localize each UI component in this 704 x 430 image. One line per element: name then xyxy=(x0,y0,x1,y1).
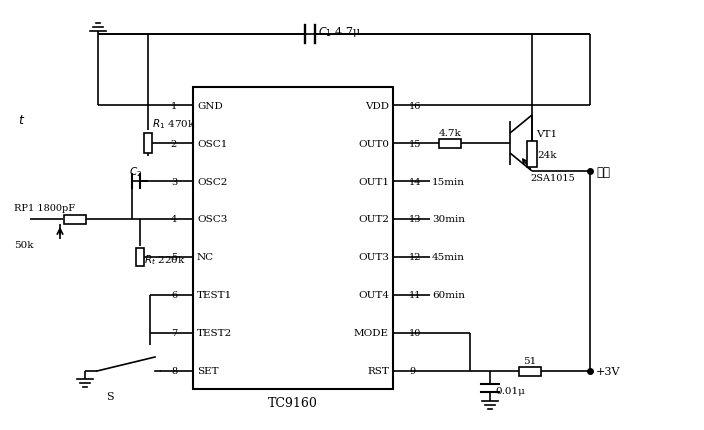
Text: 15min: 15min xyxy=(432,177,465,186)
Text: 51: 51 xyxy=(523,356,536,365)
Bar xyxy=(439,139,461,148)
Text: $R_t$ 220k: $R_t$ 220k xyxy=(144,252,186,266)
Text: 9: 9 xyxy=(409,367,415,376)
Text: 8: 8 xyxy=(171,367,177,376)
Text: TEST2: TEST2 xyxy=(197,329,232,338)
Text: S: S xyxy=(106,391,114,401)
Text: RP1 1800pF: RP1 1800pF xyxy=(14,203,75,212)
Text: 16: 16 xyxy=(409,101,422,110)
Text: OUT0: OUT0 xyxy=(358,139,389,148)
Text: 4.7k: 4.7k xyxy=(439,128,461,137)
Text: 2SA1015: 2SA1015 xyxy=(530,173,574,182)
Text: OUT3: OUT3 xyxy=(358,253,389,262)
Text: OSC2: OSC2 xyxy=(197,177,227,186)
Text: VDD: VDD xyxy=(365,101,389,110)
Text: 10: 10 xyxy=(409,329,422,338)
Text: RST: RST xyxy=(367,367,389,376)
Text: 6: 6 xyxy=(171,291,177,300)
Text: 0.01μ: 0.01μ xyxy=(495,387,525,396)
Text: OSC3: OSC3 xyxy=(197,215,227,224)
Text: +3V: +3V xyxy=(596,366,620,376)
Text: 2: 2 xyxy=(171,139,177,148)
Bar xyxy=(527,141,537,168)
Text: 30min: 30min xyxy=(432,215,465,224)
Text: NC: NC xyxy=(197,253,214,262)
Bar xyxy=(193,88,393,389)
Text: 24k: 24k xyxy=(537,150,556,159)
Text: 45min: 45min xyxy=(432,253,465,262)
Text: 11: 11 xyxy=(409,291,422,300)
Bar xyxy=(136,249,144,266)
Text: 4: 4 xyxy=(171,215,177,224)
Text: 7: 7 xyxy=(171,329,177,338)
Text: 60min: 60min xyxy=(432,291,465,300)
Text: $t$: $t$ xyxy=(18,113,25,126)
Text: SET: SET xyxy=(197,367,219,376)
Text: OSC1: OSC1 xyxy=(197,139,227,148)
Text: VT1: VT1 xyxy=(536,129,557,138)
Text: TEST1: TEST1 xyxy=(197,291,232,300)
Text: 12: 12 xyxy=(409,253,422,262)
Text: MODE: MODE xyxy=(354,329,389,338)
Text: 输出: 输出 xyxy=(596,165,610,178)
Text: 3: 3 xyxy=(171,177,177,186)
Text: OUT2: OUT2 xyxy=(358,215,389,224)
Text: OUT4: OUT4 xyxy=(358,291,389,300)
Text: $R_1$ 470k: $R_1$ 470k xyxy=(152,117,196,131)
Text: GND: GND xyxy=(197,101,222,110)
Text: $C_2$: $C_2$ xyxy=(130,165,142,178)
Bar xyxy=(519,367,541,376)
Text: 5: 5 xyxy=(171,253,177,262)
Bar xyxy=(64,215,86,224)
Text: OUT1: OUT1 xyxy=(358,177,389,186)
Text: 15: 15 xyxy=(409,139,422,148)
Bar xyxy=(144,134,152,154)
Text: 1: 1 xyxy=(171,101,177,110)
Text: $C_1$ 4.7μ: $C_1$ 4.7μ xyxy=(318,25,361,39)
Text: 13: 13 xyxy=(409,215,422,224)
Text: 50k: 50k xyxy=(14,240,34,249)
Text: 14: 14 xyxy=(409,177,422,186)
Text: TC9160: TC9160 xyxy=(268,396,318,409)
